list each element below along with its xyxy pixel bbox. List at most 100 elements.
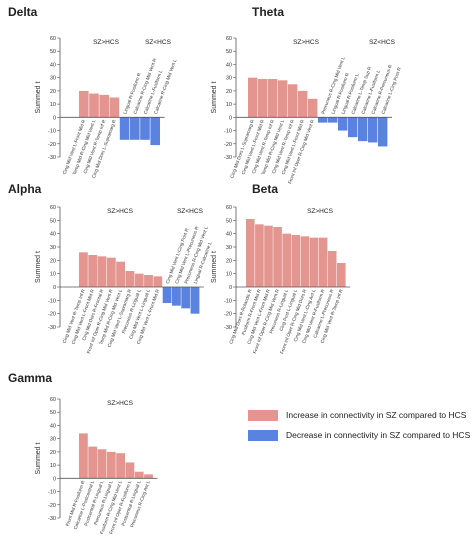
bar	[172, 287, 181, 306]
bar	[88, 255, 98, 287]
y-tick-label: 20	[50, 89, 56, 95]
y-tick-label: 30	[50, 76, 56, 82]
y-tick-label: -30	[48, 325, 56, 331]
bar	[181, 287, 191, 309]
y-tick-label: 40	[50, 62, 56, 68]
y-tick-label: -30	[224, 325, 232, 331]
group-label: SZ>HCS	[93, 39, 119, 46]
group-label: SZ>HCS	[107, 400, 133, 407]
y-tick-label: -20	[224, 142, 232, 148]
group-label: SZ>HCS	[307, 208, 333, 215]
y-tick-label: 50	[226, 218, 232, 224]
bar	[109, 97, 120, 118]
bar	[97, 256, 107, 287]
y-tick-label: 60	[50, 36, 56, 42]
y-axis-label: Summed t	[35, 251, 42, 283]
bar	[116, 453, 125, 479]
bar	[300, 236, 310, 287]
legend-swatch-increase	[248, 409, 278, 421]
panel-title: Alpha	[8, 182, 42, 196]
y-tick-label: -20	[48, 503, 56, 509]
bar	[282, 233, 291, 287]
bar	[291, 235, 301, 287]
y-tick-label: 50	[50, 410, 56, 416]
y-axis-label: Summed t	[35, 442, 42, 474]
bar	[144, 474, 153, 479]
bar	[150, 117, 160, 146]
y-tick-label: -30	[224, 155, 232, 161]
y-tick-label: -20	[48, 142, 56, 148]
bar	[368, 117, 378, 143]
y-tick-label: -30	[48, 516, 56, 522]
y-tick-label: 50	[226, 49, 232, 55]
y-tick-label: 10	[226, 102, 232, 108]
y-tick-label: 20	[50, 450, 56, 456]
y-tick-label: 20	[50, 258, 56, 264]
y-tick-label: 40	[226, 232, 232, 238]
y-tick-label: 30	[50, 437, 56, 443]
y-axis-label: Summed t	[211, 251, 218, 283]
y-tick-label: -10	[48, 490, 56, 496]
panel-title: Theta	[252, 5, 284, 19]
legend-item-decrease: Decrease in connectivity in SZ compared …	[248, 426, 470, 444]
bar	[190, 287, 200, 314]
y-tick-label: 20	[226, 89, 232, 95]
bar	[248, 77, 258, 118]
y-tick-label: 50	[50, 49, 56, 55]
y-axis-label: Summed t	[211, 81, 218, 113]
y-tick-label: 10	[226, 272, 232, 278]
bar	[144, 275, 153, 287]
group-label: SZ>HCS	[107, 208, 133, 215]
group-label: SZ<HCS	[177, 208, 203, 215]
bar	[153, 276, 163, 287]
y-tick-label: 60	[50, 205, 56, 211]
bar	[358, 117, 368, 142]
bar	[89, 93, 99, 118]
bar	[298, 90, 308, 118]
y-tick-label: 60	[226, 205, 232, 211]
bar	[318, 237, 328, 287]
y-tick-label: 40	[226, 62, 232, 68]
y-tick-label: 40	[50, 232, 56, 238]
bar	[337, 263, 346, 287]
bar	[255, 224, 264, 287]
y-tick-label: 60	[50, 397, 56, 403]
bar	[119, 117, 130, 140]
bar	[378, 117, 388, 147]
bar	[327, 251, 337, 287]
bar	[246, 219, 255, 287]
bar	[116, 261, 125, 287]
bar	[258, 78, 268, 118]
bar	[328, 117, 338, 123]
bar	[130, 117, 140, 140]
y-tick-label: -10	[224, 298, 232, 304]
y-tick-label: 30	[226, 245, 232, 251]
bar	[134, 471, 144, 479]
y-tick-label: 60	[226, 36, 232, 42]
y-tick-label: 30	[226, 76, 232, 82]
bar	[273, 227, 282, 287]
bar	[264, 225, 273, 287]
bar	[162, 287, 172, 303]
group-label: SZ<HCS	[145, 39, 171, 46]
y-tick-label: -20	[224, 312, 232, 318]
y-tick-label: 20	[226, 258, 232, 264]
y-tick-label: 50	[50, 218, 56, 224]
panel-title: Delta	[8, 5, 38, 19]
y-tick-label: 10	[50, 463, 56, 469]
bar	[308, 98, 318, 118]
bar	[309, 237, 319, 287]
bar	[106, 257, 116, 287]
y-tick-label: 0	[229, 115, 232, 121]
bar	[88, 446, 98, 479]
bar	[348, 117, 358, 138]
bar	[338, 117, 348, 131]
bar	[288, 84, 298, 118]
y-tick-label: 30	[50, 245, 56, 251]
legend-swatch-decrease	[248, 429, 278, 441]
